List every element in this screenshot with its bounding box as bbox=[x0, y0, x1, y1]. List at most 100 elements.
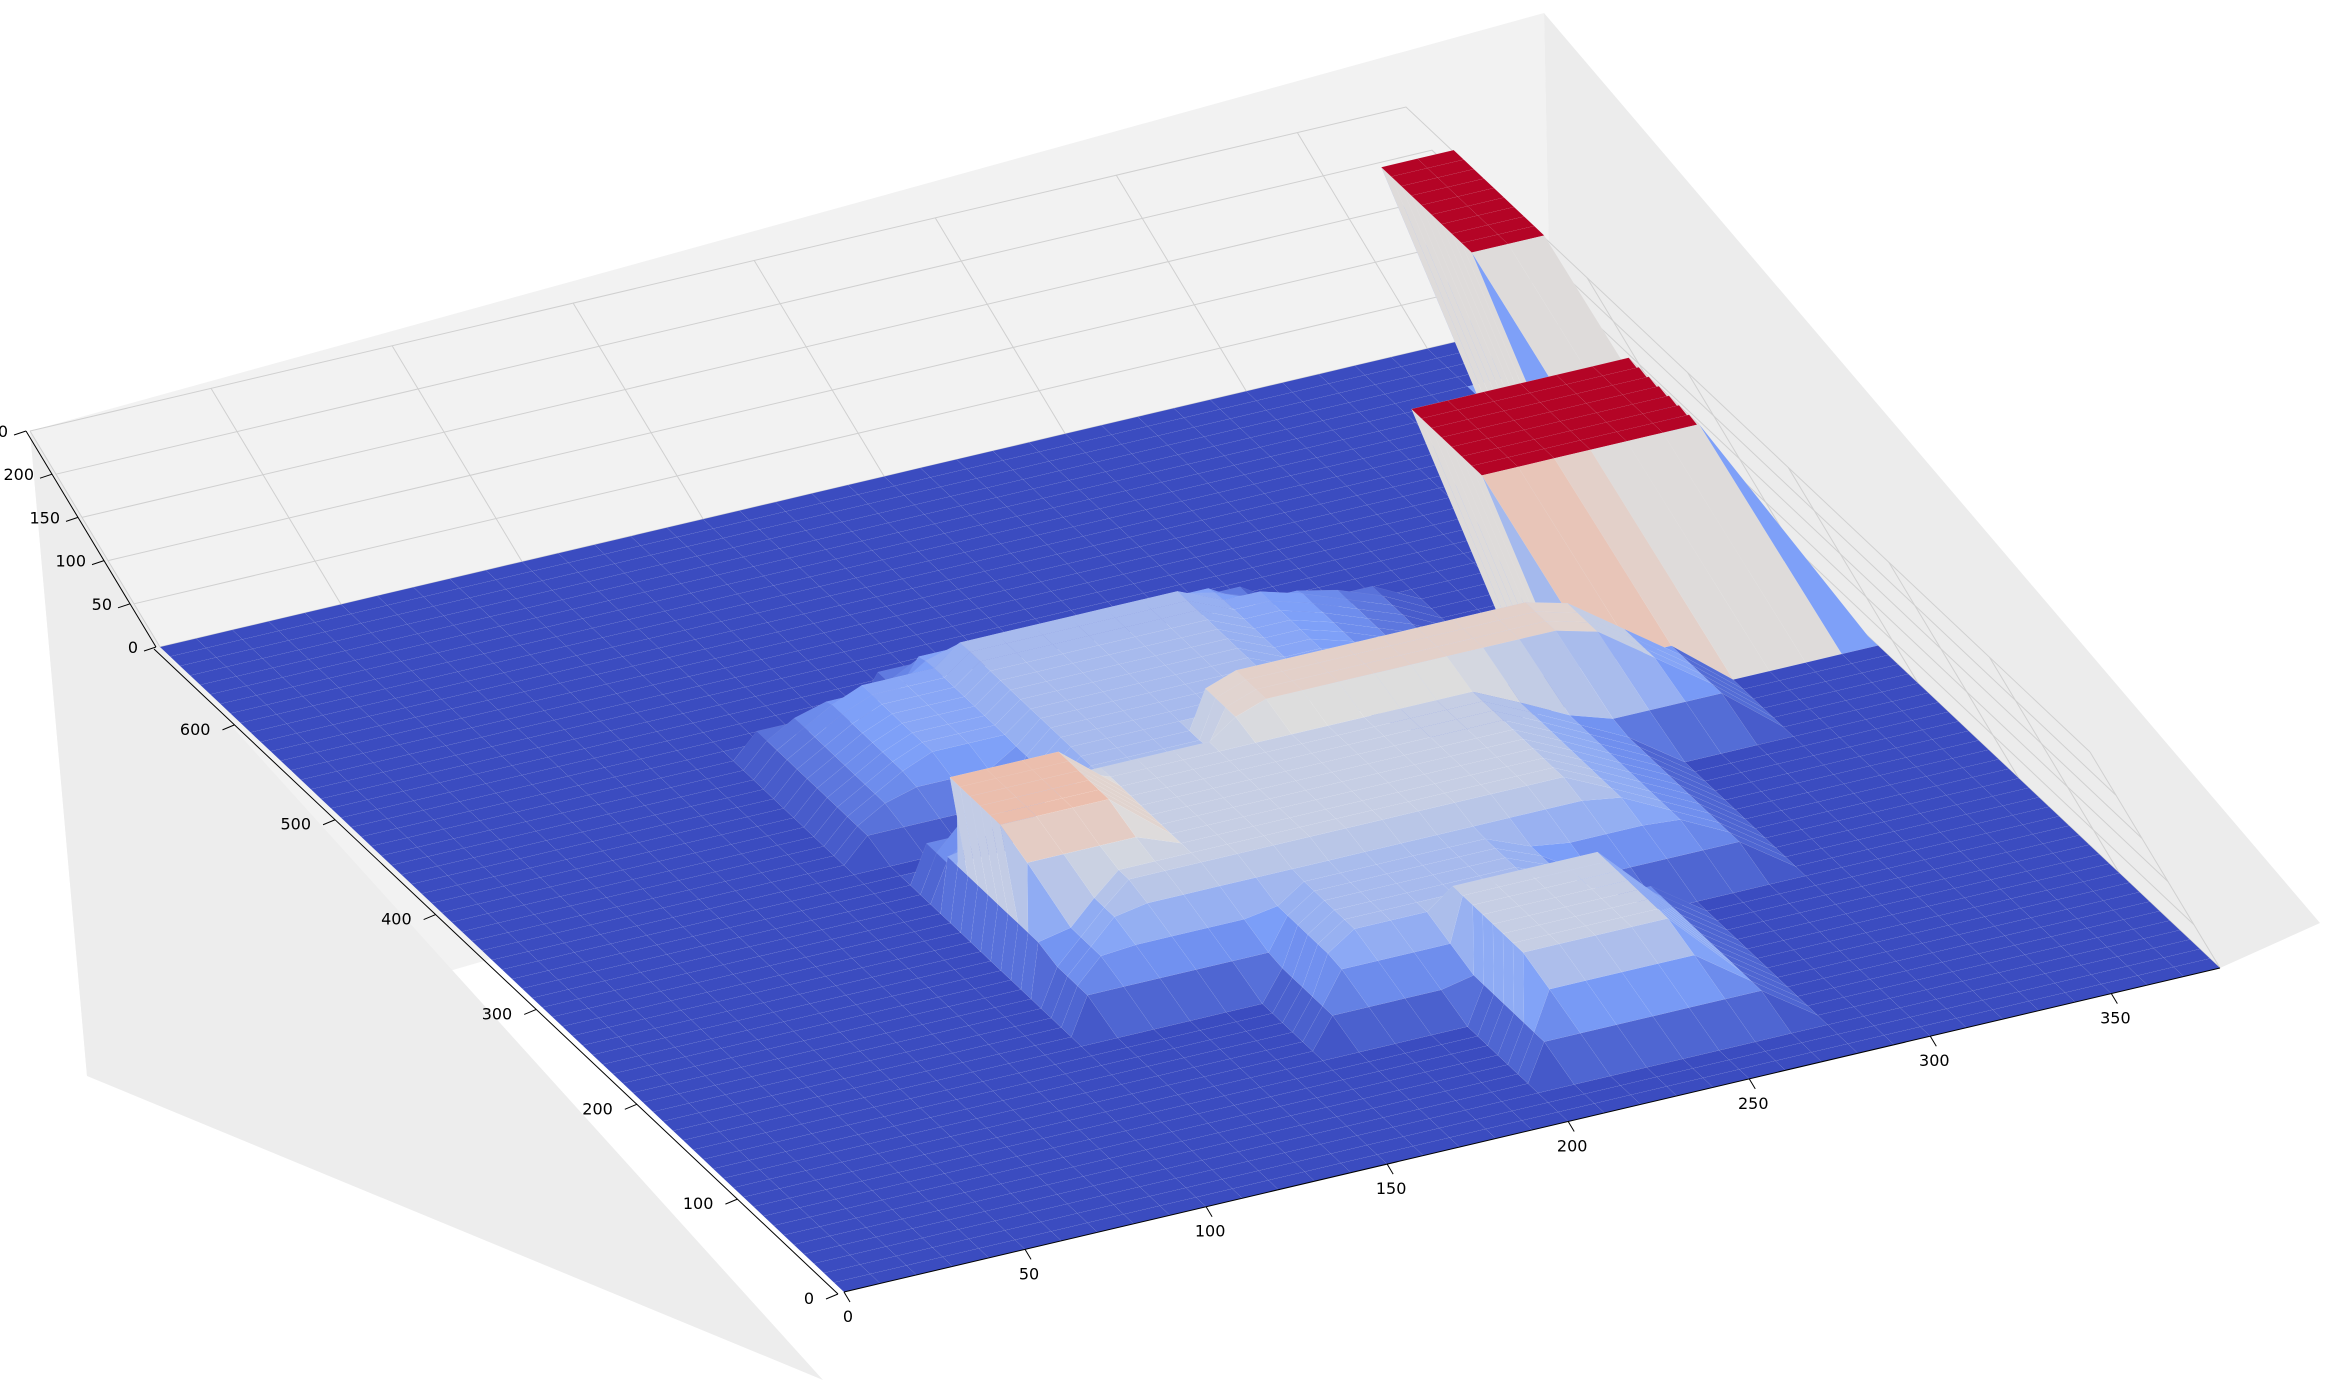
z-tick-label: 50 bbox=[92, 595, 112, 614]
grid-line-x bbox=[572, 302, 704, 520]
y-tick-label: 400 bbox=[381, 910, 412, 929]
grid-line-y bbox=[1888, 562, 2020, 779]
surface-facet bbox=[1841, 645, 1889, 664]
grid-line-x bbox=[1115, 174, 1247, 392]
z-axis-line bbox=[25, 430, 157, 648]
y-tick-label: 500 bbox=[281, 815, 312, 834]
y-tick-label: 600 bbox=[180, 720, 211, 739]
surface-facet bbox=[1871, 673, 1919, 693]
surface-facet bbox=[2112, 901, 2161, 920]
surface-facet bbox=[1497, 225, 1545, 245]
y-tick-mark bbox=[725, 1198, 738, 1205]
surface-facet bbox=[2032, 825, 2080, 844]
y-tick-mark bbox=[624, 1103, 638, 1110]
x-tick-mark bbox=[1567, 1121, 1575, 1132]
surface-facet bbox=[2092, 882, 2141, 901]
surface bbox=[159, 149, 2221, 1293]
surface-facet bbox=[1961, 759, 2010, 778]
surface-facet bbox=[1851, 654, 1899, 674]
surface-facet bbox=[1982, 778, 2030, 797]
y-tick-label: 300 bbox=[482, 1004, 513, 1023]
surface-facet bbox=[1477, 206, 1525, 226]
left-pane bbox=[30, 431, 823, 1380]
y-tick-label: 100 bbox=[683, 1194, 714, 1213]
surface-facet bbox=[1891, 692, 1939, 712]
y-axis-line bbox=[153, 648, 839, 1295]
surface-facet bbox=[2102, 891, 2151, 911]
x-tick-label: 100 bbox=[1195, 1222, 1226, 1241]
grid-line-y bbox=[2089, 751, 2221, 969]
x-tick-label: 350 bbox=[2100, 1009, 2131, 1028]
surface-facet bbox=[1482, 913, 1495, 995]
x-tick-mark bbox=[2110, 993, 2118, 1004]
surface-facet bbox=[1911, 711, 1960, 731]
grid-line-z bbox=[55, 149, 2117, 796]
surface-facet bbox=[2163, 948, 2211, 968]
x-tick-label: 200 bbox=[1557, 1136, 1588, 1155]
surface-facet bbox=[1972, 768, 2020, 788]
surface-facet bbox=[2143, 929, 2191, 949]
x-tick-mark bbox=[1386, 1163, 1394, 1175]
grid-line-x bbox=[29, 430, 161, 648]
surface-facet bbox=[2042, 834, 2090, 854]
z-tick-mark bbox=[91, 560, 105, 566]
surface-facet bbox=[1881, 683, 1929, 702]
surface-facet bbox=[2062, 853, 2110, 873]
y-tick-mark bbox=[524, 1008, 537, 1015]
x-tick-label: 0 bbox=[843, 1307, 853, 1326]
surface-facet bbox=[1901, 702, 1949, 721]
surface-facet bbox=[1931, 730, 1980, 750]
grid-line-x bbox=[210, 388, 342, 605]
x-tick-label: 300 bbox=[1919, 1051, 1950, 1070]
surface-facet bbox=[1487, 216, 1535, 235]
surface-facet bbox=[2022, 815, 2070, 835]
x-tick-mark bbox=[1748, 1078, 1756, 1090]
x-tick-label: 150 bbox=[1376, 1179, 1407, 1198]
surface-facet bbox=[1502, 932, 1515, 1014]
surface-facet bbox=[1512, 942, 1525, 1024]
grid-line-y bbox=[1787, 467, 1919, 684]
surface-facet bbox=[1698, 424, 1879, 655]
y-tick-mark bbox=[825, 1293, 839, 1300]
surface-facet bbox=[1992, 787, 2040, 807]
surface-facet bbox=[1951, 749, 2000, 769]
z-tick-mark bbox=[39, 473, 53, 479]
surface-facet bbox=[2132, 920, 2181, 939]
z-tick-label: 150 bbox=[29, 508, 60, 527]
x-tick-mark bbox=[1205, 1206, 1213, 1217]
tick-labels: 0 50 100 150 200 250 300 350 0 100 200 300 400 500 600… bbox=[0, 422, 2131, 1326]
surface-facet bbox=[1492, 923, 1505, 1005]
grid-line-z bbox=[29, 106, 2091, 753]
y-tick-mark bbox=[423, 914, 436, 921]
y-tick-mark bbox=[322, 819, 336, 826]
y-tick-mark bbox=[222, 724, 235, 731]
x-tick-label: 50 bbox=[1019, 1264, 1039, 1283]
surface-facet bbox=[1467, 197, 1515, 216]
z-tick-label: 250 bbox=[0, 422, 8, 441]
surface-facet bbox=[2122, 910, 2171, 930]
z-tick-mark bbox=[13, 430, 27, 436]
grid-line-x bbox=[934, 217, 1066, 435]
z-tick-mark bbox=[143, 646, 157, 652]
surface-facet bbox=[2002, 797, 2050, 816]
surface-facet bbox=[2153, 939, 2201, 958]
z-tick-label: 0 bbox=[128, 638, 138, 657]
x-tick-mark bbox=[843, 1291, 851, 1303]
surface-facet bbox=[2052, 844, 2100, 863]
grid-line-y bbox=[1988, 656, 2120, 874]
z-tick-mark bbox=[117, 603, 131, 609]
surface-facet bbox=[1472, 904, 1485, 986]
surface-facet bbox=[2012, 806, 2060, 826]
x-tick-label: 250 bbox=[1738, 1094, 1769, 1113]
y-tick-label: 200 bbox=[582, 1099, 613, 1118]
x-axis-line bbox=[843, 967, 2221, 1293]
z-tick-label: 200 bbox=[3, 465, 34, 484]
grid-lines bbox=[29, 106, 2221, 969]
grid-line-x bbox=[753, 260, 885, 477]
x-tick-mark bbox=[1024, 1249, 1032, 1260]
surface-facet bbox=[1861, 664, 1909, 683]
grid-line-x bbox=[1296, 132, 1428, 349]
surface-facet bbox=[1921, 721, 1970, 740]
axes bbox=[13, 430, 2221, 1303]
